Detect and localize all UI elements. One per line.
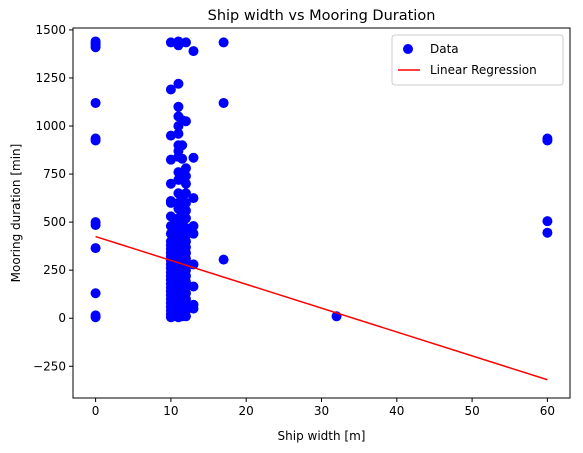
legend-box [391, 34, 564, 86]
data-point [188, 193, 199, 204]
legend-marker-data [403, 44, 413, 54]
data-point [188, 281, 199, 292]
x-tick-label: 40 [389, 404, 404, 418]
data-point [180, 37, 191, 48]
y-tick-label: 1500 [35, 23, 66, 37]
y-tick-label: 250 [43, 263, 66, 277]
data-point [90, 97, 101, 108]
data-point [218, 97, 229, 108]
data-point [180, 197, 191, 208]
y-tick-label: 750 [43, 167, 66, 181]
y-axis-title: Mooring duration [min] [9, 144, 23, 283]
data-point [165, 130, 176, 141]
data-point [180, 116, 191, 127]
data-point [542, 227, 553, 238]
y-axis: −250 0 250 500 750 1000 1250 1500 [33, 23, 73, 373]
data-point [173, 78, 184, 89]
x-tick-label: 0 [92, 404, 100, 418]
data-point [165, 37, 176, 48]
data-point [180, 178, 191, 189]
data-point [542, 216, 553, 227]
data-point [177, 153, 188, 164]
x-tick-label: 30 [314, 404, 329, 418]
data-point [173, 167, 184, 178]
legend: Data Linear Regression [391, 34, 564, 86]
data-point [218, 254, 229, 265]
data-point [542, 135, 553, 146]
data-point [188, 46, 199, 57]
data-point [173, 101, 184, 112]
x-tick-label: 60 [540, 404, 555, 418]
data-point [173, 40, 184, 51]
y-tick-label: 1250 [35, 71, 66, 85]
data-point [173, 128, 184, 139]
data-point [165, 197, 176, 208]
data-point [165, 178, 176, 189]
data-point [180, 163, 191, 174]
data-point [177, 140, 188, 151]
plot-area [90, 36, 553, 381]
x-axis-title: Ship width [m] [278, 429, 366, 443]
x-axis: 0 10 20 30 40 50 60 [92, 398, 555, 418]
data-point [90, 243, 101, 254]
y-tick-label: −250 [33, 359, 66, 373]
chart-title: Ship width vs Mooring Duration [208, 8, 436, 24]
y-tick-label: 1000 [35, 119, 66, 133]
data-point [90, 288, 101, 299]
data-point [90, 135, 101, 146]
data-point [218, 37, 229, 48]
data-point [90, 42, 101, 53]
data-point [90, 312, 101, 323]
data-point [165, 154, 176, 165]
data-point [180, 188, 191, 199]
data-point [188, 228, 199, 239]
legend-label-data: Data [430, 42, 459, 56]
x-tick-label: 10 [163, 404, 178, 418]
data-point [180, 213, 191, 224]
y-tick-label: 500 [43, 215, 66, 229]
data-point [188, 303, 199, 314]
data-point [188, 220, 199, 231]
data-point [180, 222, 191, 233]
x-tick-label: 50 [464, 404, 479, 418]
data-point [180, 205, 191, 216]
data-point [188, 152, 199, 163]
regression-line [95, 235, 548, 381]
data-point [90, 220, 101, 231]
legend-label-regression: Linear Regression [430, 63, 537, 77]
data-point [180, 171, 191, 181]
y-tick-label: 0 [58, 311, 66, 325]
data-point [180, 311, 191, 322]
x-tick-label: 20 [239, 404, 254, 418]
data-point [165, 84, 176, 95]
